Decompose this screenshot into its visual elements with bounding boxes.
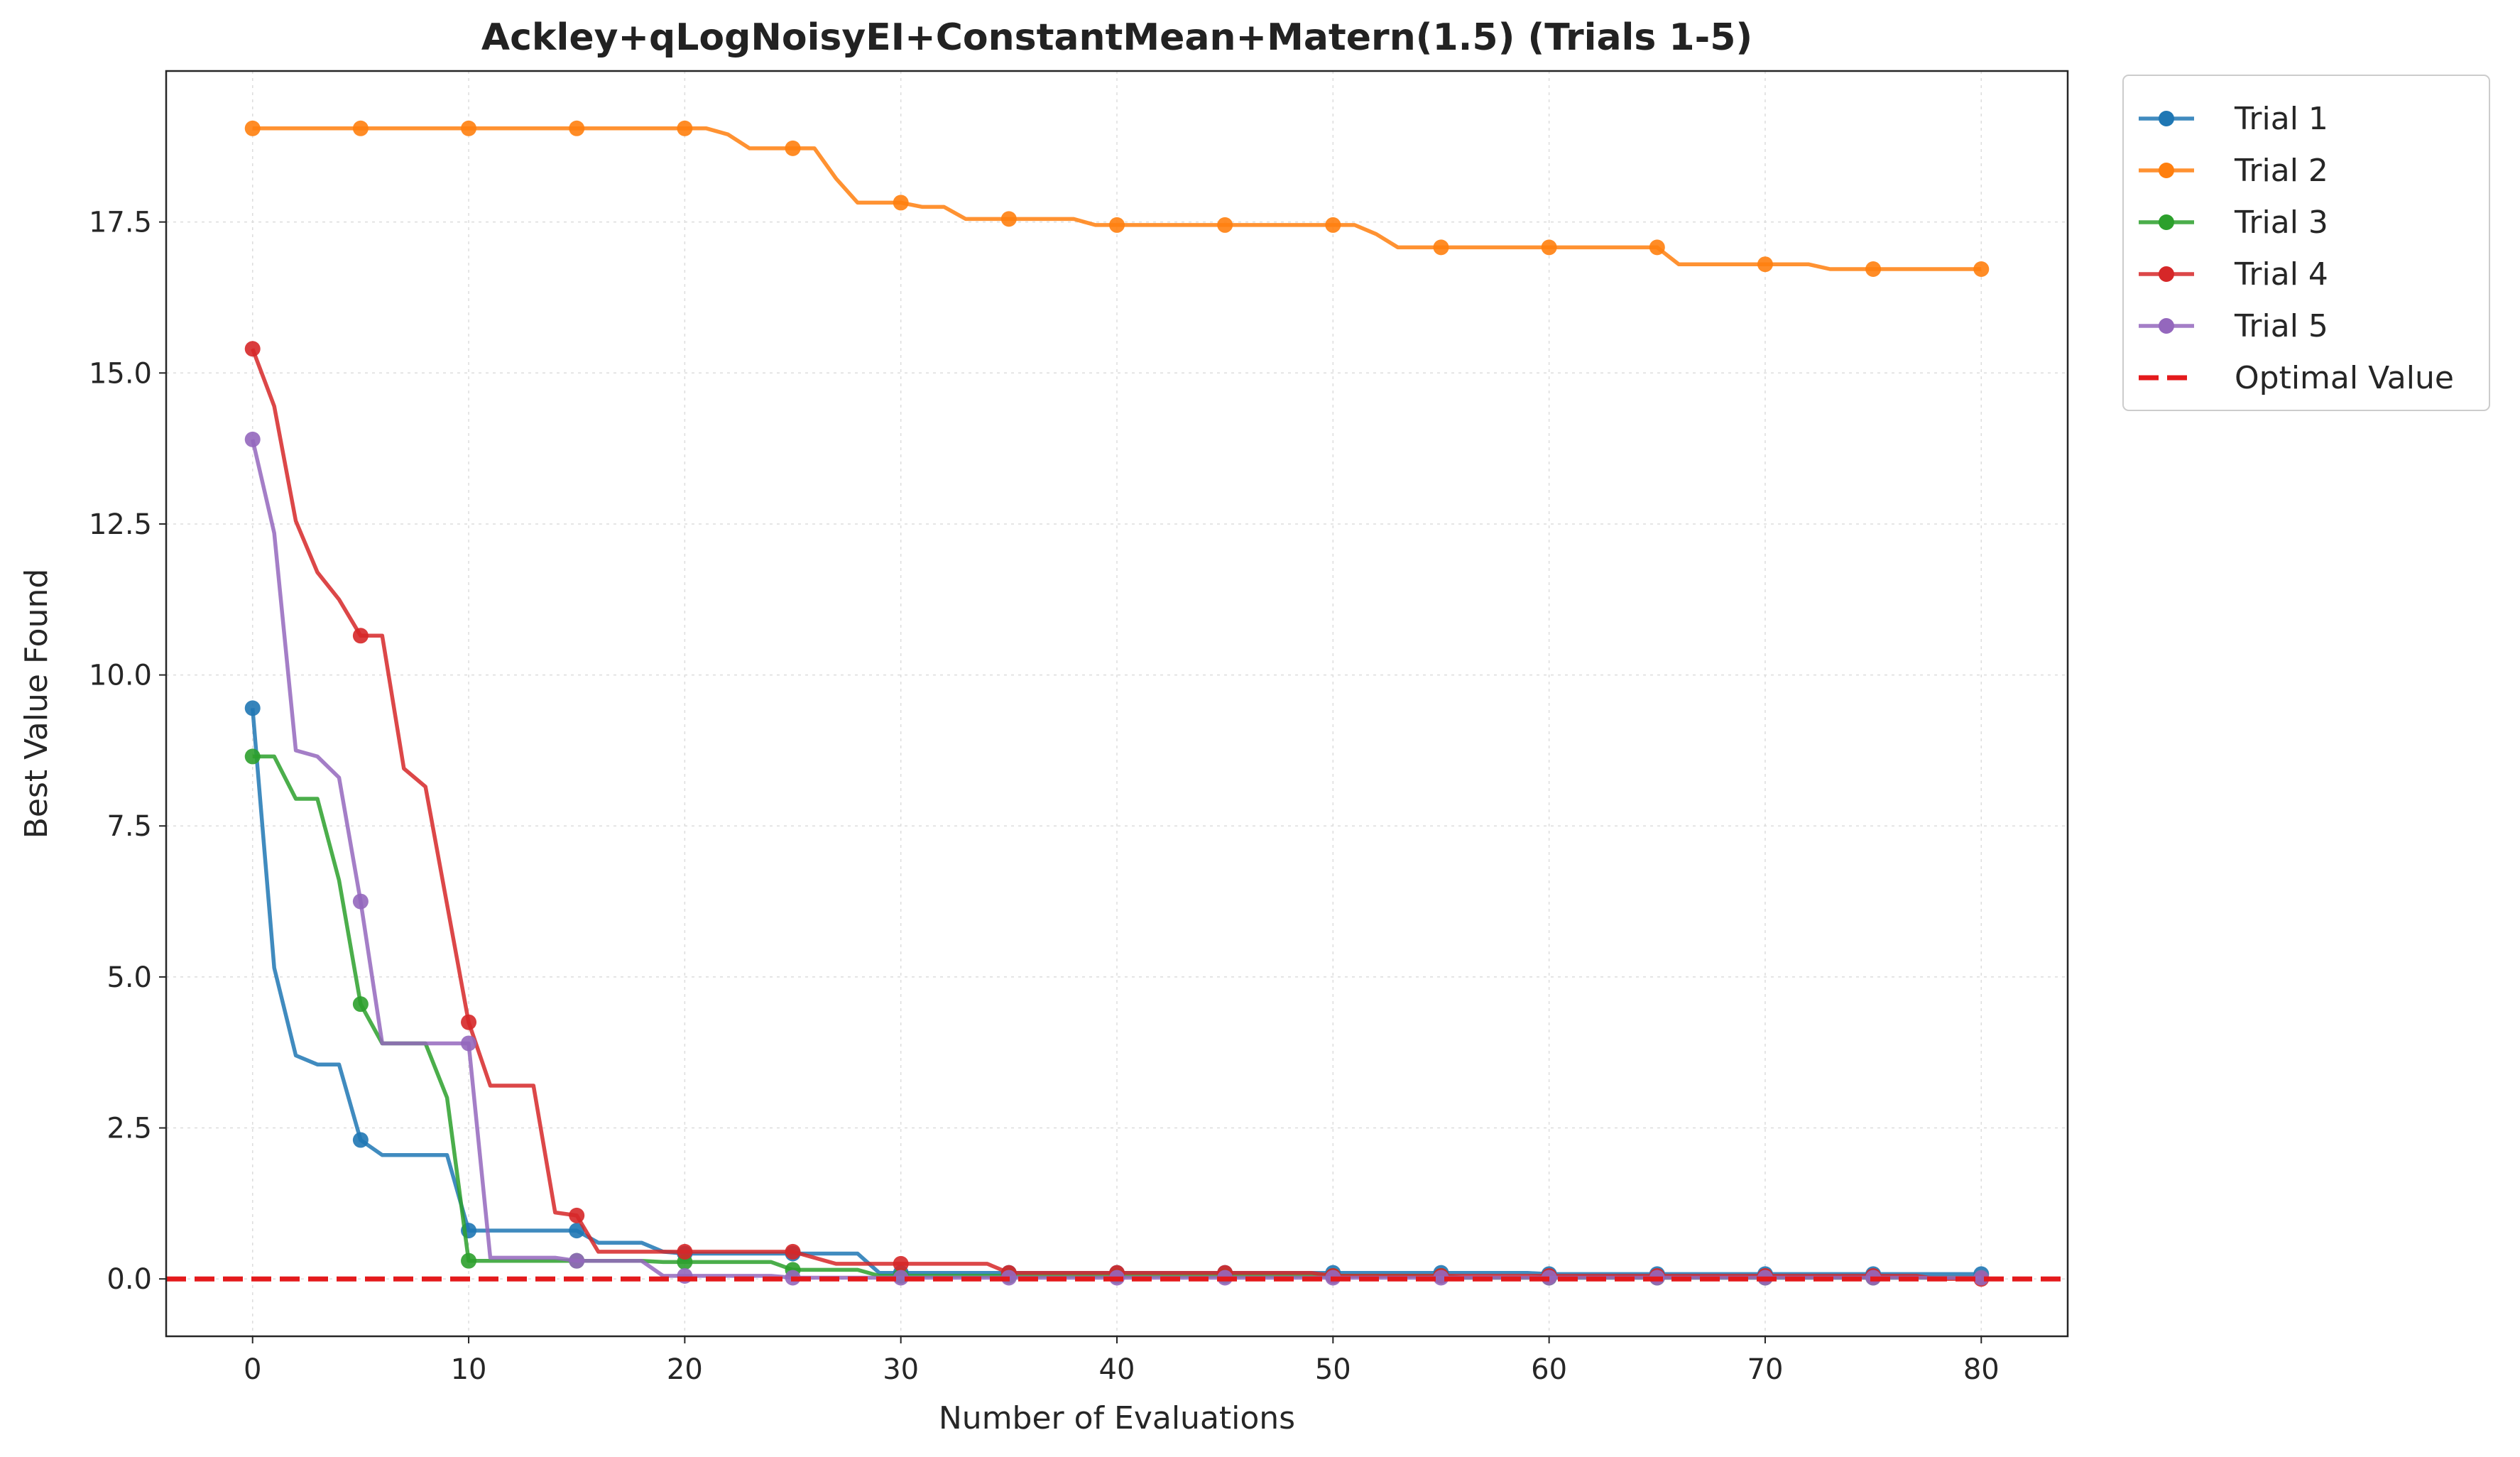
data-point [244,120,261,136]
y-axis: 0.0 2.5 5.0 7.5 10.0 12.5 15.0 17.5 [89,207,166,1296]
data-point [352,893,369,910]
legend-label-trial-5: Trial 5 [2234,308,2328,344]
x-tick-label: 60 [1531,1353,1567,1386]
y-tick-label: 17.5 [89,207,152,239]
data-point [352,1132,369,1148]
legend-marker-trial-4 [2159,266,2174,282]
data-point [461,120,477,136]
data-point [1217,217,1233,233]
data-point [244,341,261,357]
data-point [244,700,261,716]
y-tick-label: 2.5 [107,1113,152,1145]
legend-label-trial-4: Trial 4 [2234,256,2328,293]
data-point [677,1243,693,1260]
x-tick-label: 50 [1315,1353,1351,1386]
y-tick-label: 15.0 [89,357,152,390]
data-point [569,120,585,136]
data-point [785,140,801,156]
data-point [352,120,369,136]
data-point [1433,239,1449,256]
y-tick-label: 10.0 [89,660,152,692]
legend-label-trial-2: Trial 2 [2234,153,2328,189]
x-tick-label: 10 [451,1353,487,1386]
data-point [1973,1270,1990,1286]
data-point [1973,261,1990,277]
data-point [569,1253,585,1269]
x-tick-label: 20 [667,1353,703,1386]
data-point [569,1207,585,1223]
legend-label-trial-3: Trial 3 [2234,204,2328,241]
data-point [1541,239,1557,256]
chart-title: Ackley+qLogNoisyEI+ConstantMean+Matern(1… [481,16,1752,59]
x-tick-label: 40 [1099,1353,1135,1386]
x-tick-label: 30 [883,1353,919,1386]
legend-marker-trial-3 [2159,214,2174,230]
data-point [352,628,369,644]
legend-marker-trial-2 [2159,163,2174,178]
y-axis-label: Best Value Found [18,569,55,839]
data-point [893,1270,909,1286]
data-point [893,1255,909,1272]
x-tick-label: 0 [244,1353,261,1386]
legend-label-optimal-value: Optimal Value [2235,360,2454,396]
legend-marker-trial-5 [2159,318,2174,334]
x-tick-label: 70 [1747,1353,1784,1386]
data-point [893,195,909,211]
x-tick-label: 80 [1963,1353,2000,1386]
legend: Trial 1 Trial 2 Trial 3 Trial 4 Trial 5 Optim… [2122,75,2490,411]
data-point [785,1243,801,1260]
data-point [677,120,693,136]
x-axis: 0 10 20 30 40 50 60 70 80 [244,1336,2000,1386]
data-point [1433,1270,1449,1286]
data-point [461,1035,477,1052]
plot-area [166,120,2068,1287]
data-point [1000,211,1017,227]
data-point [1649,239,1665,256]
data-point [1109,217,1125,233]
legend-label-trial-1: Trial 1 [2234,101,2328,137]
y-tick-label: 0.0 [107,1263,152,1296]
legend-box [2122,75,2490,411]
y-tick-label: 5.0 [107,961,152,994]
data-point [352,996,369,1013]
data-point [1865,261,1882,277]
data-point [244,748,261,765]
legend-marker-trial-1 [2159,111,2174,126]
data-point [461,1014,477,1030]
x-axis-label: Number of Evaluations [939,1400,1295,1436]
data-point [569,1223,585,1239]
y-tick-label: 7.5 [107,810,152,843]
data-point [244,431,261,447]
data-point [1757,256,1773,273]
y-tick-label: 12.5 [89,508,152,541]
data-point [461,1253,477,1269]
data-point [1325,217,1341,233]
